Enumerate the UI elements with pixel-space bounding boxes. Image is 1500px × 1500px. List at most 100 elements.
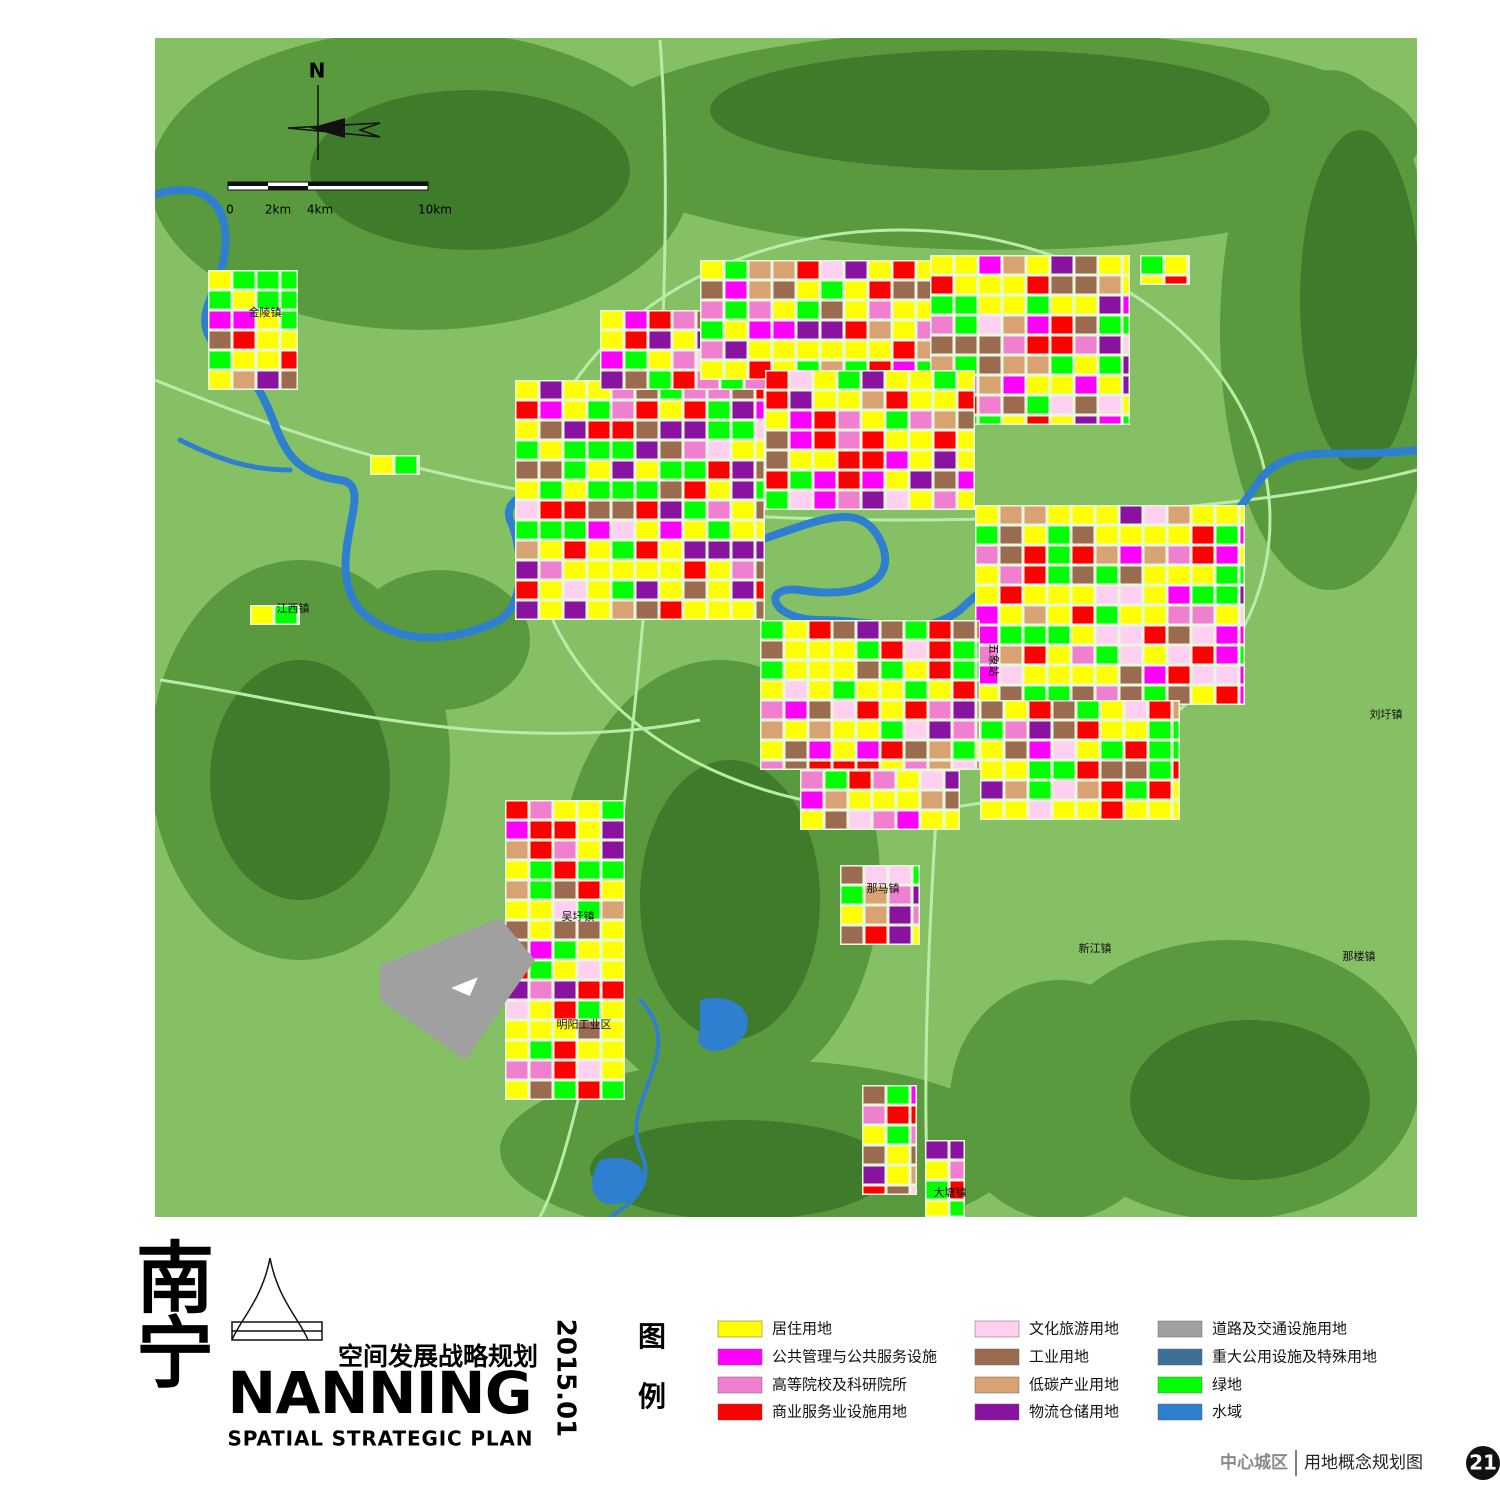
land-use-block xyxy=(684,501,706,519)
land-use-block xyxy=(910,411,932,429)
land-use-block xyxy=(660,481,682,499)
land-use-block xyxy=(578,961,600,979)
land-use-block xyxy=(979,316,1001,334)
land-use-block xyxy=(1003,356,1025,374)
land-use-block xyxy=(1099,276,1121,294)
title-block: 南 宁 空间发展战略规划 2015.01 NANNING SPATIAL STR… xyxy=(136,1234,581,1451)
land-use-block xyxy=(845,321,867,339)
land-use-block xyxy=(506,1081,528,1099)
land-use-block xyxy=(841,886,863,904)
land-use-block xyxy=(530,861,552,879)
land-use-block xyxy=(578,921,600,939)
land-use-block xyxy=(931,336,953,354)
land-use-block xyxy=(833,681,855,699)
land-use-block xyxy=(1024,526,1046,544)
land-use-block xyxy=(1024,566,1046,584)
land-use-block xyxy=(886,371,908,389)
land-use-block xyxy=(1005,761,1027,779)
land-use-block xyxy=(845,341,867,359)
land-use-block xyxy=(921,771,943,789)
land-use-block xyxy=(756,401,764,419)
land-use-block xyxy=(814,491,836,509)
land-use-block xyxy=(921,811,943,829)
land-use-block xyxy=(953,721,975,739)
land-use-block xyxy=(564,541,586,559)
land-use-block xyxy=(814,431,836,449)
land-use-block xyxy=(950,1201,964,1216)
land-use-block xyxy=(564,401,586,419)
land-use-block xyxy=(1096,686,1118,704)
land-use-block xyxy=(649,371,671,389)
land-use-block xyxy=(958,371,974,389)
land-use-block xyxy=(766,431,788,449)
land-use-block xyxy=(862,491,884,509)
land-use-block xyxy=(881,701,903,719)
land-use-block xyxy=(766,491,788,509)
land-use-block xyxy=(761,661,783,679)
land-use-block xyxy=(612,441,634,459)
land-use-block xyxy=(1101,761,1123,779)
land-use-block xyxy=(950,1161,964,1179)
land-use-block xyxy=(979,356,1001,374)
land-use-block xyxy=(1216,506,1238,524)
land-use-block xyxy=(660,601,682,619)
land-use-block xyxy=(821,341,843,359)
land-use-block xyxy=(881,621,903,639)
land-use-block xyxy=(1125,781,1147,799)
land-use-block xyxy=(857,661,879,679)
land-use-block xyxy=(869,281,891,299)
land-use-block xyxy=(955,316,977,334)
land-use-block xyxy=(516,501,538,519)
land-use-block xyxy=(1027,256,1049,274)
land-use-block xyxy=(1051,256,1073,274)
land-use-block xyxy=(838,431,860,449)
land-use-block xyxy=(887,1126,909,1144)
land-use-block xyxy=(578,821,600,839)
land-use-block xyxy=(540,421,562,439)
land-use-block xyxy=(977,701,979,719)
land-use-block xyxy=(684,581,706,599)
land-use-block xyxy=(554,1001,576,1019)
land-use-block xyxy=(809,761,831,769)
land-use-block xyxy=(958,411,974,429)
land-use-block xyxy=(857,761,879,769)
land-use-block xyxy=(564,441,586,459)
land-use-block xyxy=(761,741,783,759)
land-use-block xyxy=(1144,506,1166,524)
place-label: 吴圩镇 xyxy=(562,909,595,923)
airport-icon xyxy=(451,977,478,996)
land-use-block xyxy=(684,521,706,539)
land-use-block xyxy=(708,541,730,559)
land-use-block xyxy=(833,741,855,759)
land-use-block xyxy=(981,721,1003,739)
land-use-block xyxy=(1024,646,1046,664)
land-use-block xyxy=(1192,546,1214,564)
land-use-block xyxy=(554,1081,576,1099)
land-use-block xyxy=(833,661,855,679)
land-use-block xyxy=(785,721,807,739)
land-use-block xyxy=(934,371,956,389)
land-use-block xyxy=(636,441,658,459)
land-use-block xyxy=(684,481,706,499)
land-use-block xyxy=(869,261,891,279)
land-use-block xyxy=(953,761,975,769)
land-use-block xyxy=(809,741,831,759)
land-use-block xyxy=(862,471,884,489)
land-use-block xyxy=(1048,666,1070,684)
land-use-block xyxy=(578,1041,600,1059)
land-use-block xyxy=(1005,741,1027,759)
land-use-block xyxy=(578,841,600,859)
land-use-block xyxy=(257,371,279,389)
land-use-block xyxy=(845,281,867,299)
land-use-block xyxy=(958,431,974,449)
land-use-block xyxy=(1144,666,1166,684)
land-use-block xyxy=(732,481,754,499)
land-use-block xyxy=(934,391,956,409)
land-use-block xyxy=(530,981,552,999)
land-use-block xyxy=(564,601,586,619)
land-use-block xyxy=(1096,666,1118,684)
land-use-block xyxy=(612,421,634,439)
land-use-block xyxy=(766,411,788,429)
land-use-block xyxy=(910,451,932,469)
land-use-block xyxy=(790,371,812,389)
